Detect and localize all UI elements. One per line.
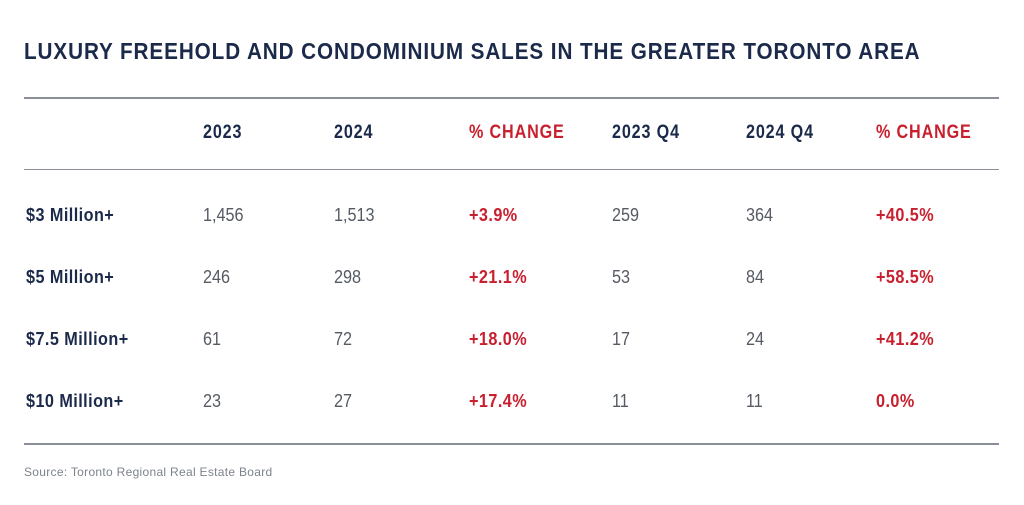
percent-change-cell: +41.2% [876, 329, 935, 349]
column-header-change-annual: % CHANGE [469, 122, 565, 143]
value-cell: 23 [203, 391, 222, 411]
percent-change-cell: +40.5% [876, 205, 935, 225]
column-header-2024-q4: 2024 Q4 [746, 122, 814, 143]
column-header-2024: 2024 [334, 122, 374, 143]
value-cell: 11 [612, 391, 629, 411]
percent-change-cell: +17.4% [469, 391, 528, 411]
header-divider [24, 169, 999, 170]
table-title: LUXURY FREEHOLD AND CONDOMINIUM SALES IN… [24, 38, 921, 64]
value-cell: 24 [746, 329, 765, 349]
bottom-divider [24, 443, 999, 445]
column-header-2023: 2023 [203, 122, 243, 143]
value-cell: 17 [612, 329, 631, 349]
value-cell: 72 [334, 329, 353, 349]
value-cell: 11 [746, 391, 763, 411]
value-cell: 246 [203, 267, 231, 287]
row-label: $3 Million+ [26, 205, 115, 225]
column-header-change-q4: % CHANGE [876, 122, 972, 143]
value-cell: 27 [334, 391, 353, 411]
percent-change-cell: +18.0% [469, 329, 528, 349]
top-divider [24, 97, 999, 99]
percent-change-cell: +3.9% [469, 205, 518, 225]
row-label: $5 Million+ [26, 267, 115, 287]
value-cell: 1,513 [334, 205, 375, 225]
percent-change-cell: +58.5% [876, 267, 935, 287]
value-cell: 364 [746, 205, 774, 225]
percent-change-cell: 0.0% [876, 391, 915, 411]
row-label: $7.5 Million+ [26, 329, 129, 349]
row-label: $10 Million+ [26, 391, 124, 411]
value-cell: 61 [203, 329, 222, 349]
source-note: Source: Toronto Regional Real Estate Boa… [24, 465, 273, 479]
percent-change-cell: +21.1% [469, 267, 528, 287]
value-cell: 53 [612, 267, 631, 287]
value-cell: 259 [612, 205, 640, 225]
value-cell: 84 [746, 267, 765, 287]
value-cell: 298 [334, 267, 362, 287]
column-header-2023-q4: 2023 Q4 [612, 122, 680, 143]
value-cell: 1,456 [203, 205, 244, 225]
